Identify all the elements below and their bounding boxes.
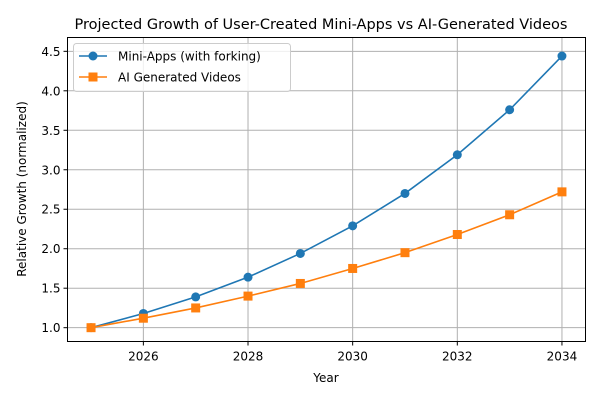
legend-marker-circle [88,51,98,61]
y-tick-label: 3.0 [41,163,60,177]
plot-frame [67,37,586,342]
x-ticks: 2026 2028 2030 2032 2034 [128,341,578,364]
legend-item: Mini-Apps (with forking) [79,50,261,64]
data-point [505,105,515,115]
y-axis-label: Relative Growth (normalized) [15,101,29,277]
x-tick-label: 2026 [128,350,159,364]
data-point [452,230,462,240]
y-tick-label: 2.5 [41,203,60,217]
data-point [295,248,305,258]
y-ticks: 1.0 1.5 2.0 2.5 3.0 3.5 4.0 4.5 [41,45,68,335]
data-point [243,291,253,301]
chart-title: Projected Growth of User-Created Mini-Ap… [75,17,568,33]
series-line [90,191,563,329]
data-point [400,248,410,258]
data-point [557,187,567,197]
data-point [348,221,358,231]
data-point [400,188,410,198]
y-tick-label: 4.5 [41,45,60,59]
series-layer [86,51,567,333]
legend-label: Mini-Apps (with forking) [118,50,261,64]
y-tick-label: 1.0 [41,321,60,335]
y-tick-label: 2.0 [41,242,60,256]
legend-box [73,43,291,92]
series-line [90,55,563,329]
x-tick-label: 2028 [233,350,264,364]
y-tick-label: 3.5 [41,124,60,138]
x-axis-label: Year [312,371,338,385]
y-tick-label: 4.0 [41,84,60,98]
data-point [505,210,515,220]
legend-item: AI Generated Videos [79,71,241,85]
data-point [191,303,201,313]
x-tick-label: 2032 [442,350,473,364]
legend-marker-square [88,72,98,82]
data-point [138,313,148,323]
legend-label: AI Generated Videos [118,71,241,85]
y-tick-label: 1.5 [41,282,60,296]
x-tick-label: 2034 [547,350,578,364]
grid [67,37,586,342]
data-point [295,278,305,288]
series-ai-videos [86,187,567,333]
data-point [191,292,201,302]
data-point [557,51,567,61]
data-point [452,150,462,160]
legend: Mini-Apps (with forking) AI Generated Vid… [73,43,291,92]
x-tick-label: 2030 [337,350,368,364]
data-point [86,323,96,333]
data-point [348,263,358,273]
data-point [243,272,253,282]
